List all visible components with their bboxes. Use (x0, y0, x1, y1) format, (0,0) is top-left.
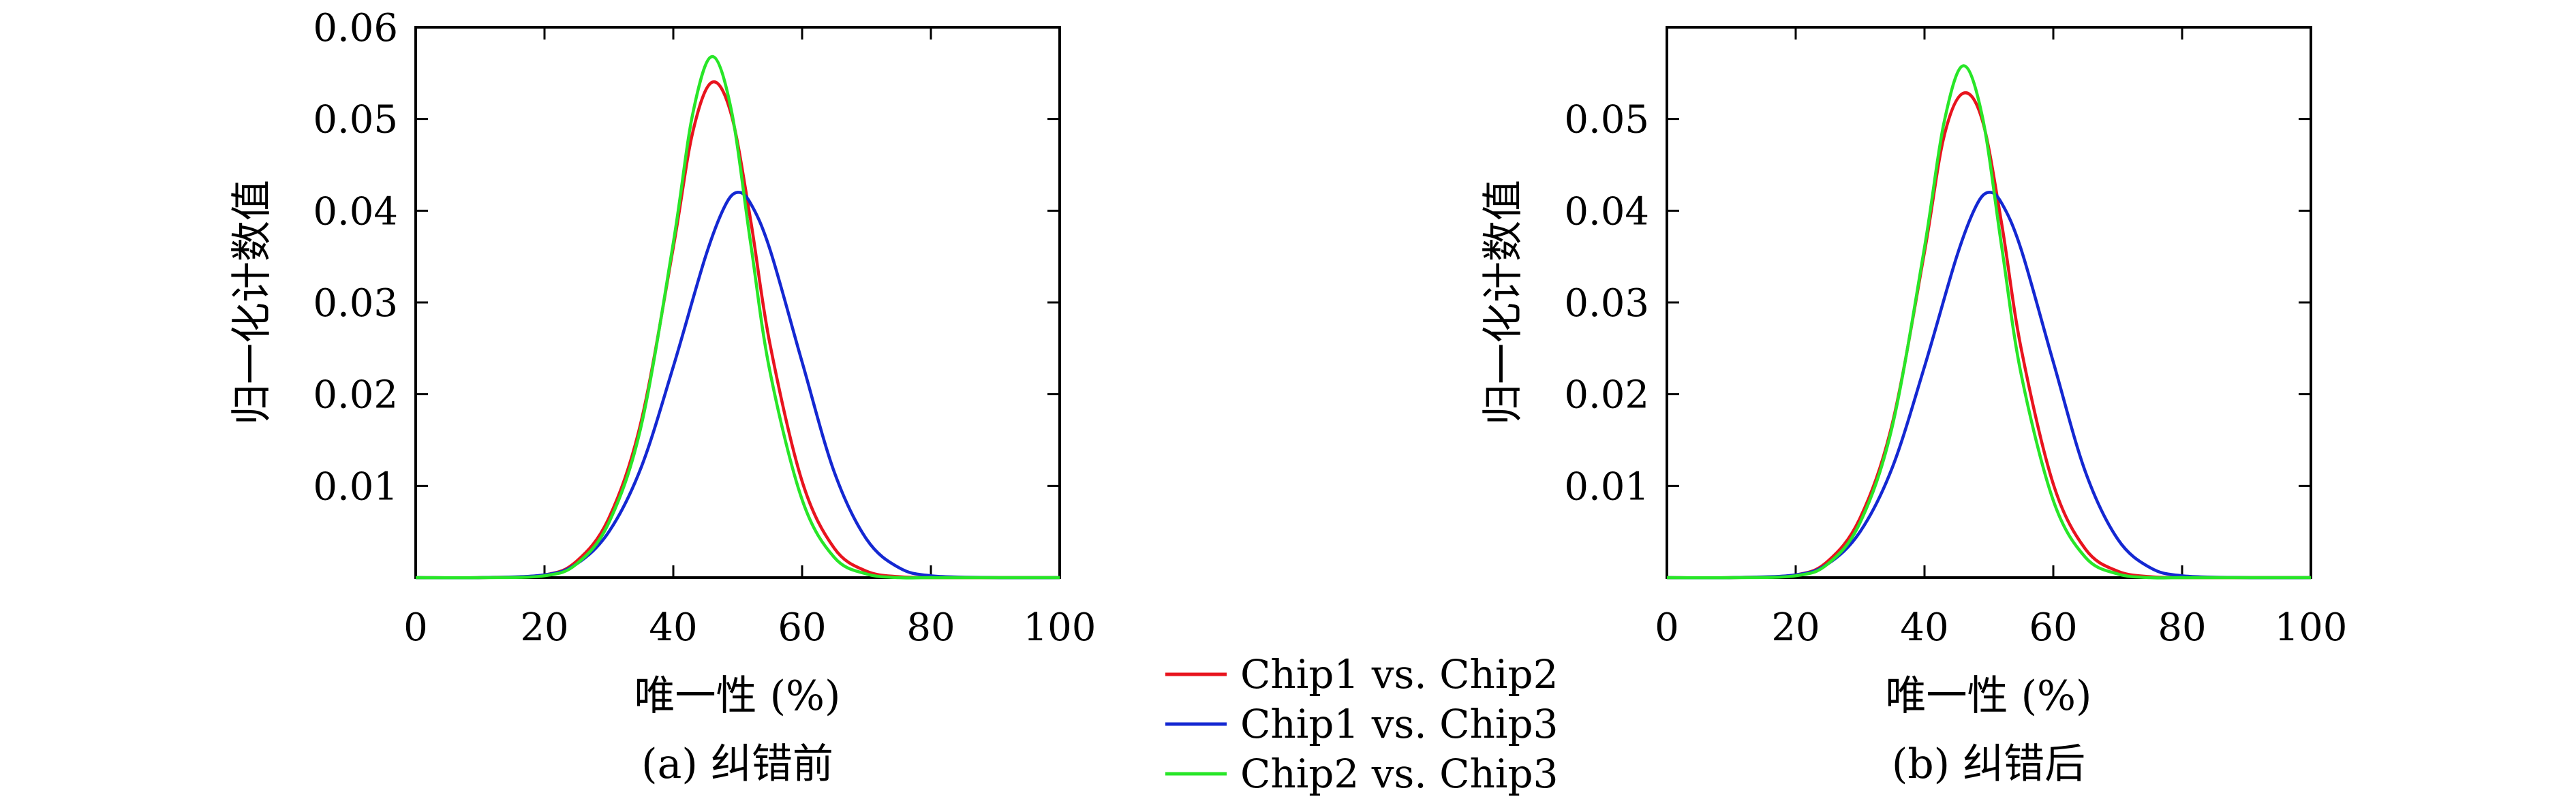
y-tick-labels: 0.01 0.02 0.03 0.04 0.05 (1564, 98, 1649, 510)
panel-caption: (a) 纠错前 (641, 740, 833, 788)
x-tick-label: 0 (1655, 606, 1679, 650)
y-tick-labels: 0.01 0.02 0.03 0.04 0.05 0.06 (313, 6, 398, 509)
x-tick-label: 80 (906, 606, 955, 650)
x-tick-labels: 0 20 40 60 80 100 (1655, 606, 2347, 650)
x-tick-label: 100 (1024, 606, 1097, 650)
plot-area-frame (414, 26, 1061, 579)
x-tick-label: 60 (778, 606, 826, 650)
axis-ticks (1666, 27, 2312, 578)
legend: Chip1 vs. Chip2 Chip1 vs. Chip3 Chip2 vs… (1165, 651, 1558, 797)
chart-panel-a: 0 20 40 60 80 100 0.01 0.02 0.03 0.04 0.05 0.06 唯一… (228, 6, 1096, 788)
x-tick-label: 40 (649, 606, 697, 650)
y-tick-label: 0.01 (313, 465, 398, 509)
series-line-2 (1666, 191, 2312, 580)
y-tick-label: 0.03 (1564, 281, 1649, 326)
y-axis-title: 归一化计数值 (228, 180, 276, 425)
panel-caption: (b) 纠错后 (1892, 740, 2085, 788)
x-tick-label: 60 (2029, 606, 2077, 650)
y-axis-title: 归一化计数值 (1479, 180, 1527, 425)
legend-label: Chip2 vs. Chip3 (1240, 751, 1558, 797)
legend-entry: Chip2 vs. Chip3 (1165, 751, 1558, 797)
plot-area-frame (1666, 26, 2312, 579)
x-tick-label: 20 (1771, 606, 1820, 650)
y-tick-label: 0.06 (313, 6, 398, 50)
series-line-3 (415, 54, 1060, 580)
x-tick-label: 80 (2158, 606, 2206, 650)
x-axis-title: 唯一性 (%) (634, 672, 841, 720)
series-line-2 (415, 191, 1060, 580)
y-tick-label: 0.03 (313, 281, 398, 326)
y-tick-label: 0.02 (313, 373, 398, 418)
series-curves (1666, 64, 2312, 580)
x-tick-labels: 0 20 40 60 80 100 (403, 606, 1096, 650)
x-tick-label: 40 (1900, 606, 1948, 650)
series-curves (415, 54, 1060, 580)
legend-entry: Chip1 vs. Chip3 (1165, 701, 1558, 747)
axis-ticks (414, 26, 1061, 578)
y-tick-label: 0.01 (1564, 465, 1649, 509)
x-axis-title: 唯一性 (%) (1886, 672, 2092, 720)
y-tick-label: 0.02 (1564, 373, 1649, 418)
y-tick-label: 0.05 (1564, 98, 1649, 142)
series-line-3 (1666, 64, 2311, 580)
legend-entry: Chip1 vs. Chip2 (1165, 651, 1558, 698)
x-tick-label: 0 (403, 606, 428, 650)
y-tick-label: 0.04 (313, 189, 398, 234)
x-tick-label: 100 (2275, 606, 2348, 650)
x-tick-label: 20 (520, 606, 568, 650)
legend-label: Chip1 vs. Chip3 (1240, 701, 1558, 747)
y-tick-label: 0.05 (313, 98, 398, 142)
chart-panel-b: 0 20 40 60 80 100 0.01 0.02 0.03 0.04 0.05 唯一性 (%… (1479, 26, 2347, 788)
y-tick-label: 0.04 (1564, 189, 1649, 234)
legend-label: Chip1 vs. Chip2 (1240, 651, 1558, 698)
